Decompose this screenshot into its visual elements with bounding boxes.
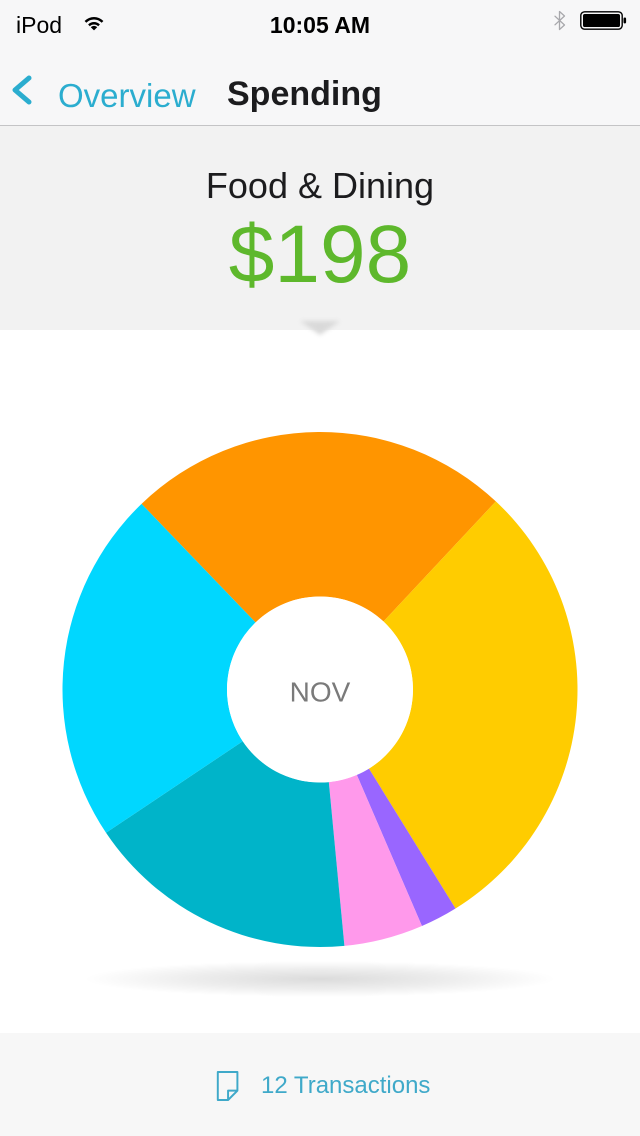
- svg-text:NOV: NOV: [290, 677, 351, 708]
